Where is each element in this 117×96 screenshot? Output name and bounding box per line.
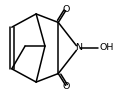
Text: O: O <box>63 5 70 14</box>
Text: N: N <box>75 43 82 53</box>
Text: O: O <box>63 82 70 91</box>
Text: OH: OH <box>100 43 114 53</box>
